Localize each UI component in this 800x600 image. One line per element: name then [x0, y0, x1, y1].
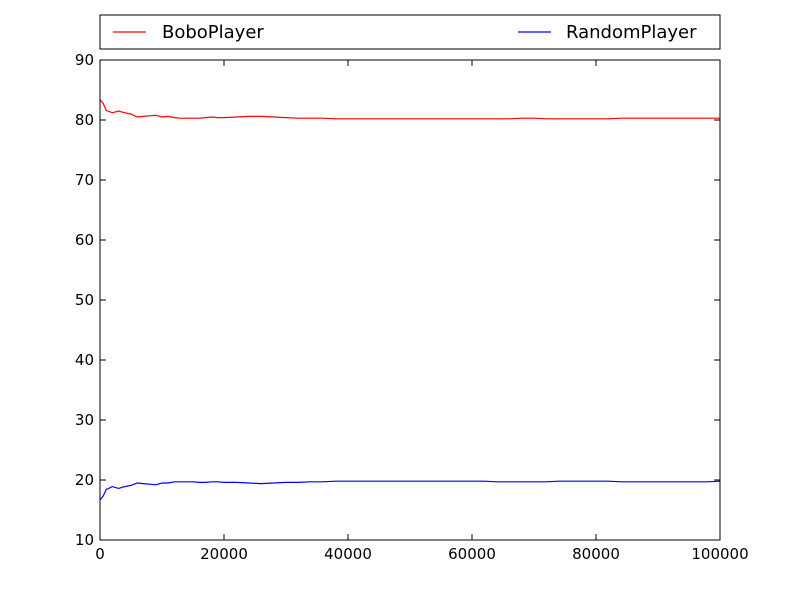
- legend-label-randomplayer: RandomPlayer: [566, 22, 697, 43]
- x-tick-label: 100000: [691, 545, 748, 563]
- y-tick-label: 60: [75, 231, 94, 249]
- y-tick-label: 30: [75, 411, 94, 429]
- y-tick-label: 10: [75, 531, 94, 549]
- legend-frame: [99, 14, 721, 50]
- series-line-boboplayer: [99, 99, 720, 120]
- legend-label-boboplayer: BoboPlayer: [162, 22, 264, 43]
- tick-layer: 0 20000 40000 60000 80000 100000 10 20 30 40 50 60 7…: [75, 51, 749, 563]
- y-tick-label: 90: [75, 51, 94, 69]
- y-tick-label: 40: [75, 351, 94, 369]
- series-layer: [99, 99, 721, 501]
- y-tick-label: 20: [75, 471, 94, 489]
- x-tick-label: 20000: [200, 545, 248, 563]
- x-tick-label: 40000: [324, 545, 372, 563]
- y-tick-label: 70: [75, 171, 94, 189]
- y-tick-label: 50: [75, 291, 94, 309]
- x-tick-label: 80000: [572, 545, 620, 563]
- plot-frame: [99, 59, 721, 541]
- legend: BoboPlayer RandomPlayer: [99, 14, 721, 50]
- series-line-randomplayer: [99, 480, 721, 501]
- x-tick-label: 60000: [448, 545, 496, 563]
- x-tick-label: 0: [95, 545, 105, 563]
- y-tick-label: 80: [75, 111, 94, 129]
